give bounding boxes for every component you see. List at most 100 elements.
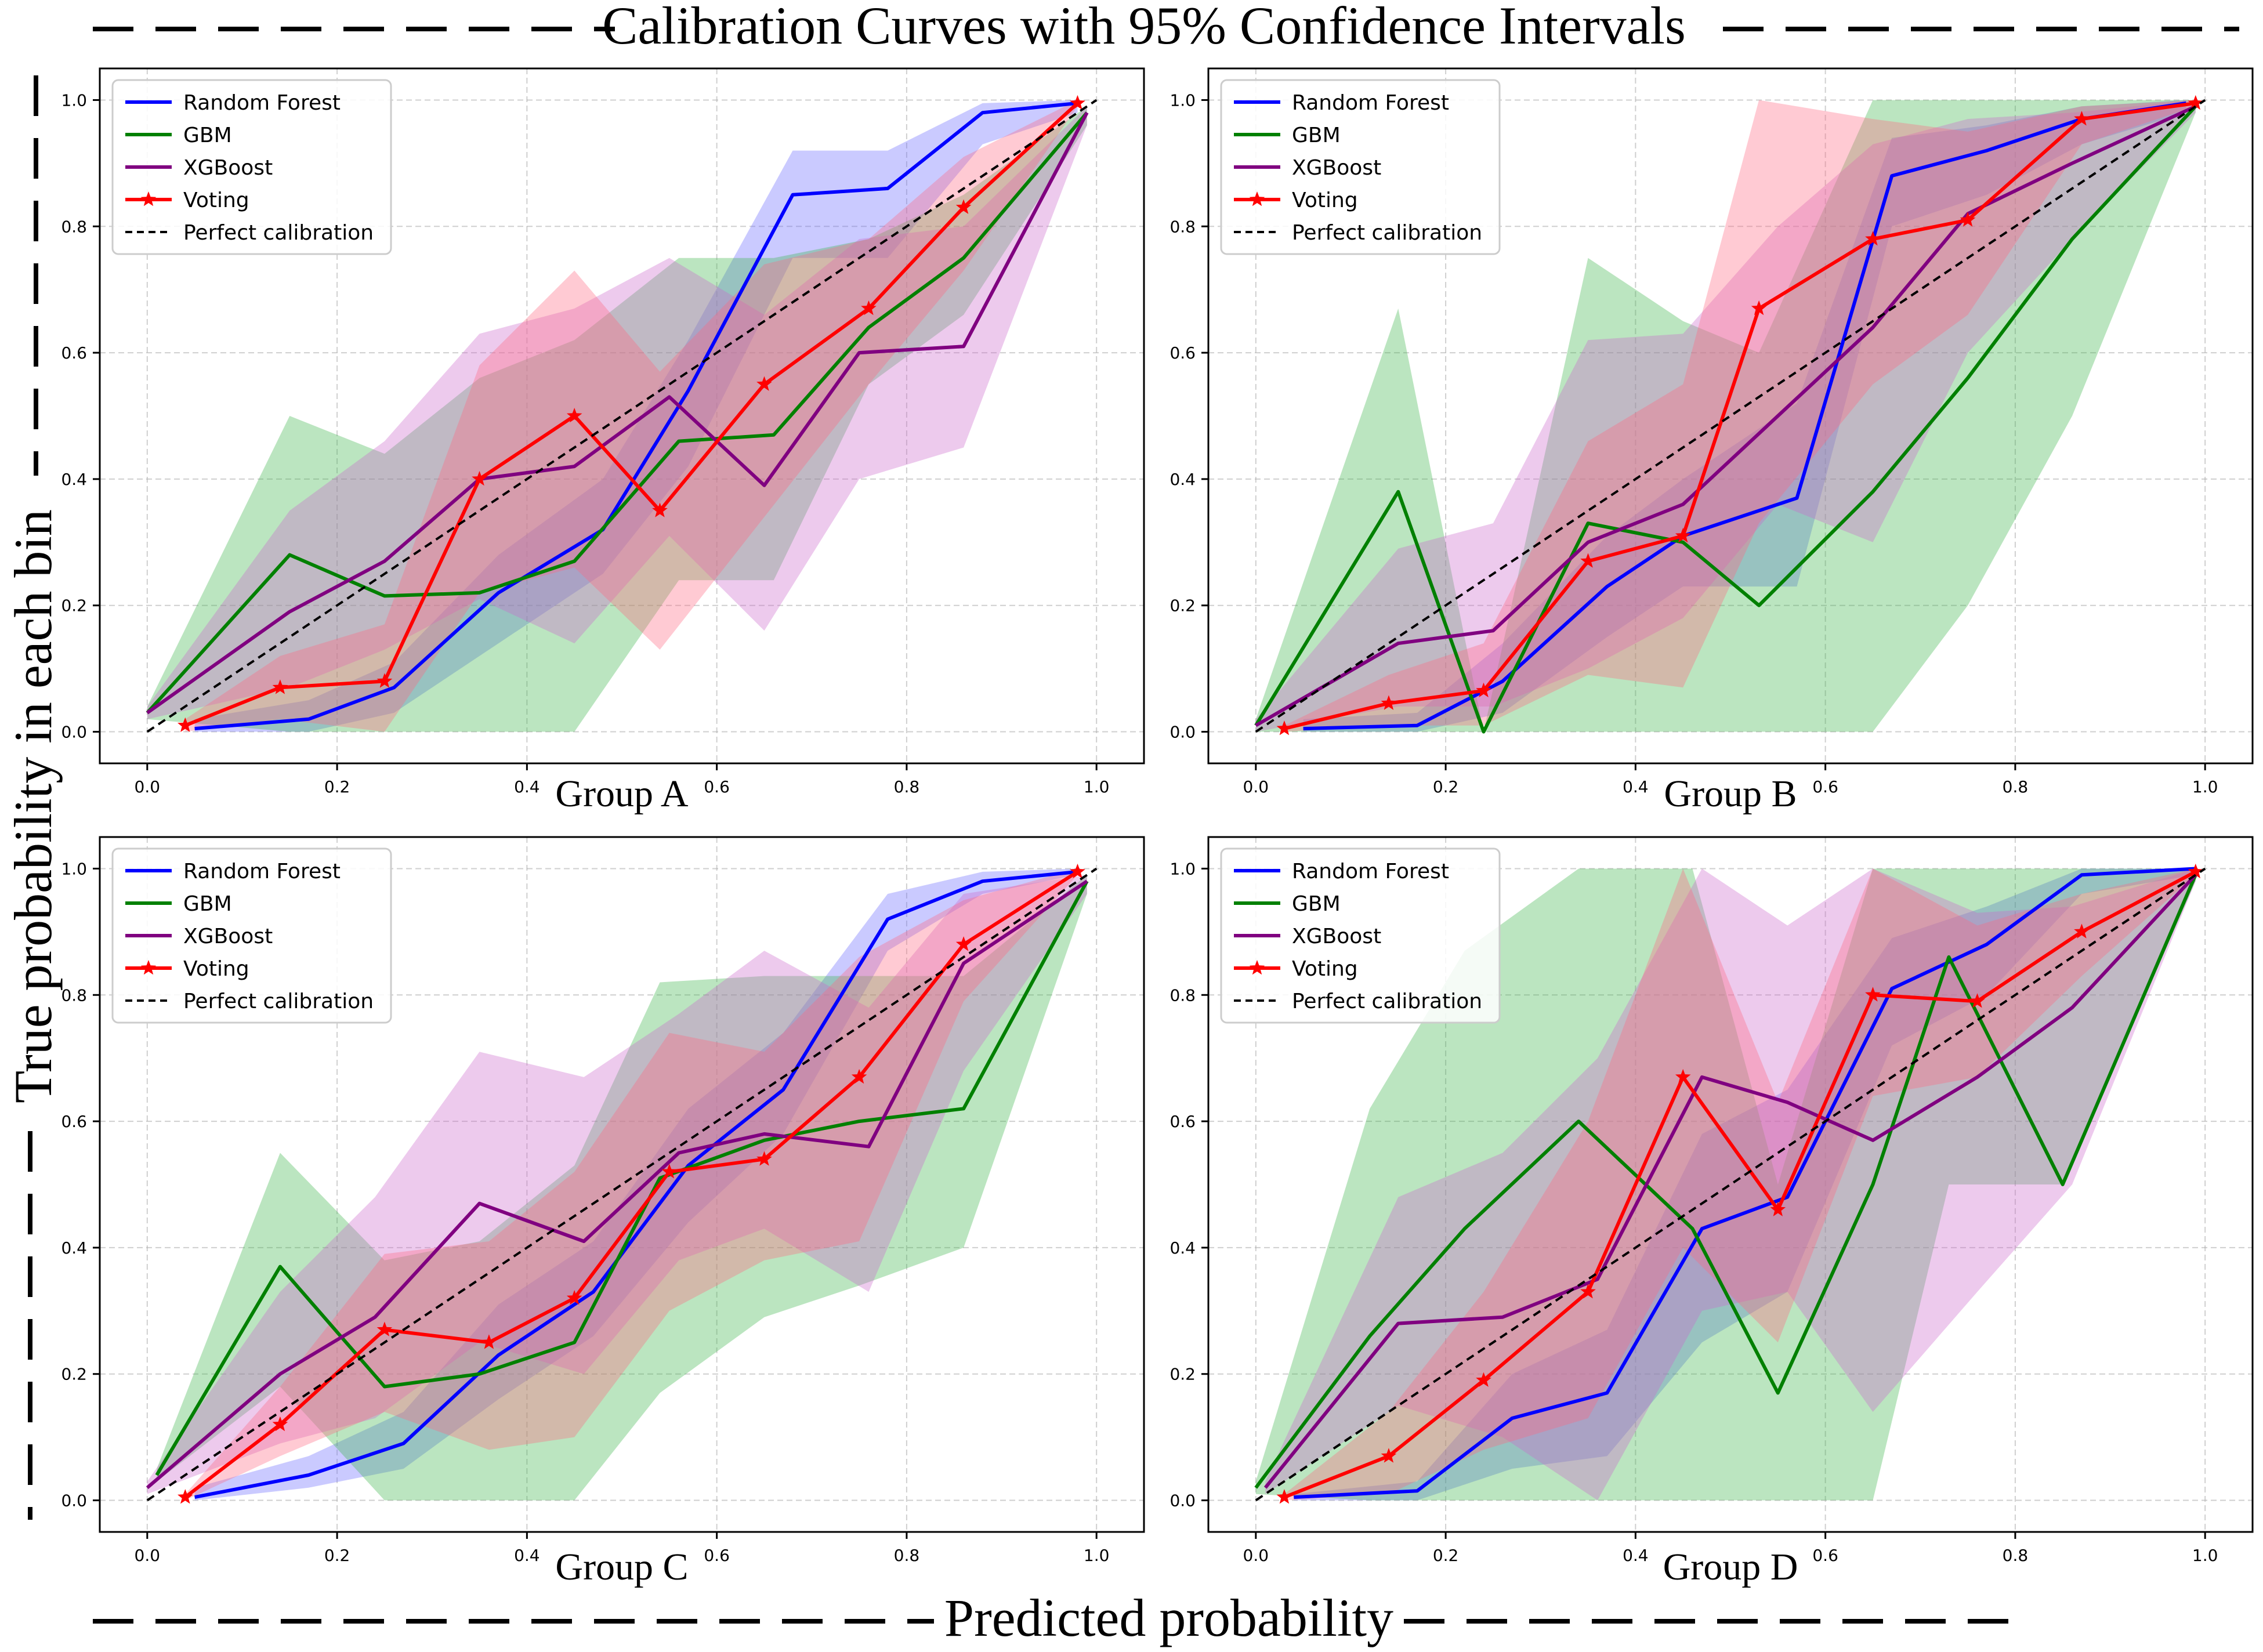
band-xgb [147,106,1087,719]
ytick-label: 0.0 [1169,723,1196,742]
marker-voting [1751,300,1767,316]
legend-box [1220,79,1501,255]
marker-voting [1675,527,1691,543]
xtick-label: 0.6 [704,777,730,796]
ytick-label: 0.6 [61,1112,87,1131]
line-voting [1284,101,2196,731]
xtick-label: 0.6 [704,1546,730,1565]
legend-label-xgb: XGBoost [1292,925,1381,948]
legend-label-perfect: Perfect calibration [183,221,374,245]
legend: Random Forest GBM XGBoost Voting Perfect cal… [1220,847,1501,1024]
legend-label-voting: Voting [1292,189,1358,212]
line-perfect [1255,867,2206,1502]
line-gbm [1254,874,2197,1489]
band-rf [1294,868,2196,1501]
ytick-label: 0.2 [61,1365,87,1384]
xtick-label: 0.4 [514,777,540,796]
xtick-label: 0.2 [324,1546,350,1565]
panels: 0.0 0.2 0.4 0.6 0.8 1.0 0.0 0.2 0.4 0.6 0.8 1.0 Grou… [61,67,2254,1588]
xtick-label: 0.8 [894,777,920,796]
ytick-label: 0.2 [1169,1365,1196,1384]
marker-voting [272,679,288,694]
legend-marker-voting [1249,191,1265,206]
marker-voting [376,673,393,688]
marker-voting [272,1416,288,1432]
marker-voting [2188,95,2204,110]
legend-label-xgb: XGBoost [183,156,273,180]
band-xgb [147,875,1087,1494]
legend: Random Forest GBM XGBoost Voting Perfect cal… [111,847,392,1024]
marker-voting [1476,1372,1491,1387]
marker-voting [2074,111,2090,126]
marker-voting [1675,1068,1691,1084]
marker-voting [1276,1489,1292,1504]
ytick-label: 1.0 [1169,90,1196,110]
line-perfect [146,99,1098,733]
marker-voting [566,408,582,423]
band-xgb [1265,868,2196,1501]
marker-voting [481,1334,497,1349]
xtick-label: 0.8 [894,1546,920,1565]
marker-voting [1580,1284,1596,1299]
axes-frame [1207,836,2254,1533]
ytick-label: 0.4 [61,1238,87,1258]
ytick-label: 0.4 [61,470,87,489]
marker-voting [1969,993,1985,1008]
line-rf [194,870,1078,1499]
panel-group-c: 0.0 0.2 0.4 0.6 0.8 1.0 0.0 0.2 0.4 0.6 0.8 1.0 Grou… [61,836,1145,1588]
line-rf [1303,101,2186,731]
legend-label-voting: Voting [1292,957,1358,981]
group-label: Group C [555,1546,688,1588]
marker-voting [2188,863,2204,879]
xtick-label: 0.8 [2003,777,2029,796]
ytick-label: 1.0 [1169,859,1196,878]
ytick-label: 0.4 [1169,470,1196,489]
legend-marker-voting [140,960,157,975]
marker-voting [756,376,772,391]
xtick-label: 0.6 [1812,1546,1838,1565]
band-voting [185,100,1078,732]
xtick-label: 0.2 [324,777,350,796]
marker-voting [955,936,972,951]
legend-label-rf: Random Forest [1292,860,1449,883]
xtick-label: 0.0 [135,1546,161,1565]
figure-title: Calibration Curves with 95% Confidence I… [602,0,1686,55]
legend-label-perfect: Perfect calibration [1292,990,1482,1013]
figure-xlabel: Predicted probability [944,1588,1393,1647]
ytick-label: 0.8 [1169,217,1196,236]
marker-voting [1580,553,1596,568]
band-gbm [157,875,1087,1501]
xtick-label: 0.0 [1243,1546,1269,1565]
line-gbm [1254,105,2197,734]
line-voting [184,870,1079,1499]
ytick-label: 0.0 [61,723,87,742]
xtick-label: 0.0 [135,777,161,796]
line-xgb [1255,104,2197,727]
marker-voting [1070,95,1085,110]
line-gbm [146,111,1089,714]
band-gbm [1255,868,2196,1501]
xtick-label: 1.0 [2192,777,2218,796]
ytick-label: 0.2 [1169,596,1196,615]
legend-label-xgb: XGBoost [1292,156,1381,180]
xtick-label: 1.0 [2192,1546,2218,1565]
ytick-label: 0.8 [61,217,87,236]
marker-voting [1276,720,1292,736]
panel-group-a: 0.0 0.2 0.4 0.6 0.8 1.0 0.0 0.2 0.4 0.6 0.8 1.0 Grou… [61,67,1145,815]
marker-voting [1070,863,1085,879]
marker-voting [472,470,487,486]
panel-group-b: 0.0 0.2 0.4 0.6 0.8 1.0 0.0 0.2 0.4 0.6 0.8 1.0 Grou… [1169,67,2254,815]
axes-frame [99,67,1145,765]
ytick-label: 0.0 [1169,1491,1196,1510]
marker-voting [1476,682,1491,698]
ytick-label: 0.2 [61,596,87,615]
group-label: Group B [1664,773,1797,815]
xtick-label: 0.4 [514,1546,540,1565]
band-xgb [1255,100,2196,732]
figure-ylabel: True probability in each bin [3,509,63,1103]
ytick-label: 0.0 [61,1491,87,1510]
axes-frame [99,836,1145,1533]
legend-label-xgb: XGBoost [183,925,273,948]
legend-marker-voting [140,191,157,206]
band-voting [185,868,1078,1501]
